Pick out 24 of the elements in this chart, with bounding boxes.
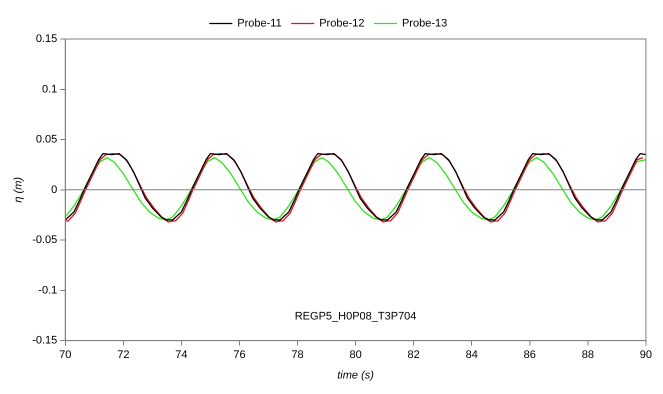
annotation: REGP5_H0P08_T3P704	[294, 310, 416, 323]
y-tick-label: 0.05	[36, 134, 58, 146]
y-tick-label: -0.15	[32, 334, 58, 347]
y-tick-label: 0.15	[36, 33, 58, 46]
x-tick-label: 74	[175, 349, 188, 362]
x-tick-label: 86	[524, 349, 536, 362]
x-tick-label: 78	[291, 349, 304, 362]
y-tick-label: -0.1	[38, 284, 58, 296]
legend-label: Probe-12	[319, 18, 364, 30]
x-tick-label: 70	[59, 349, 72, 362]
legend-label: Probe-13	[402, 18, 448, 30]
y-tick-label: 0.1	[42, 83, 58, 96]
y-axis-title: η (m)	[12, 176, 25, 203]
x-axis-title: time (s)	[337, 369, 374, 382]
x-tick-label: 76	[233, 349, 246, 362]
legend-label: Probe-11	[237, 18, 282, 30]
y-tick-label: 0	[51, 184, 58, 196]
x-tick-label: 88	[582, 349, 594, 362]
x-tick-label: 82	[408, 349, 420, 362]
x-tick-label: 90	[640, 349, 652, 362]
x-tick-label: 72	[117, 349, 130, 362]
x-tick-label: 80	[349, 349, 362, 362]
y-tick-label: -0.05	[32, 234, 58, 246]
x-tick-label: 84	[466, 349, 478, 362]
